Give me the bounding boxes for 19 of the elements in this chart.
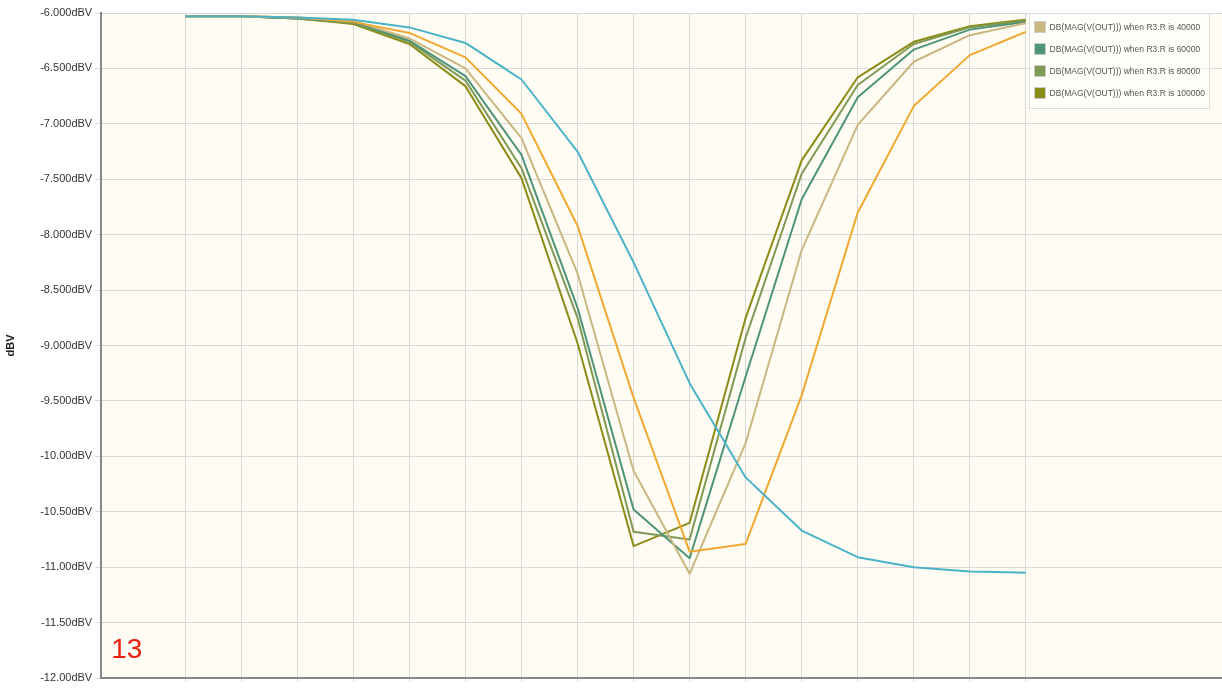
y-tick-label: -10.00dBV (40, 449, 93, 462)
y-tick-label: -9.000dBV (40, 338, 93, 351)
legend-label: DB(MAG(V(OUT))) when R3.R is 80000 (1049, 66, 1201, 76)
y-tick-label: -7.500dBV (40, 172, 93, 185)
text: 13 (111, 632, 143, 664)
y-tick-label: -6.000dBV (40, 6, 93, 19)
legend-label: DB(MAG(V(OUT))) when R3.R is 100000 (1049, 88, 1205, 98)
y-tick-label: -7.000dBV (40, 116, 93, 129)
y-tick-label: -8.000dBV (40, 227, 93, 240)
y-tick-label: -11.00dBV (41, 560, 93, 573)
y-tick-label: -9.500dBV (40, 393, 93, 406)
y-tick-label: -11.50dBV (41, 615, 93, 628)
legend-label: DB(MAG(V(OUT))) when R3.R is 60000 (1049, 44, 1201, 54)
y-tick-label: -10.50dBV (40, 504, 93, 517)
y-tick-label: -12.00dBV (40, 671, 93, 684)
legend-label: DB(MAG(V(OUT))) when R3.R is 40000 (1049, 22, 1201, 32)
y-axis-title: dBV (3, 333, 16, 357)
y-tick-label: -8.500dBV (40, 283, 93, 296)
y-tick-label: -6.500dBV (40, 61, 93, 74)
